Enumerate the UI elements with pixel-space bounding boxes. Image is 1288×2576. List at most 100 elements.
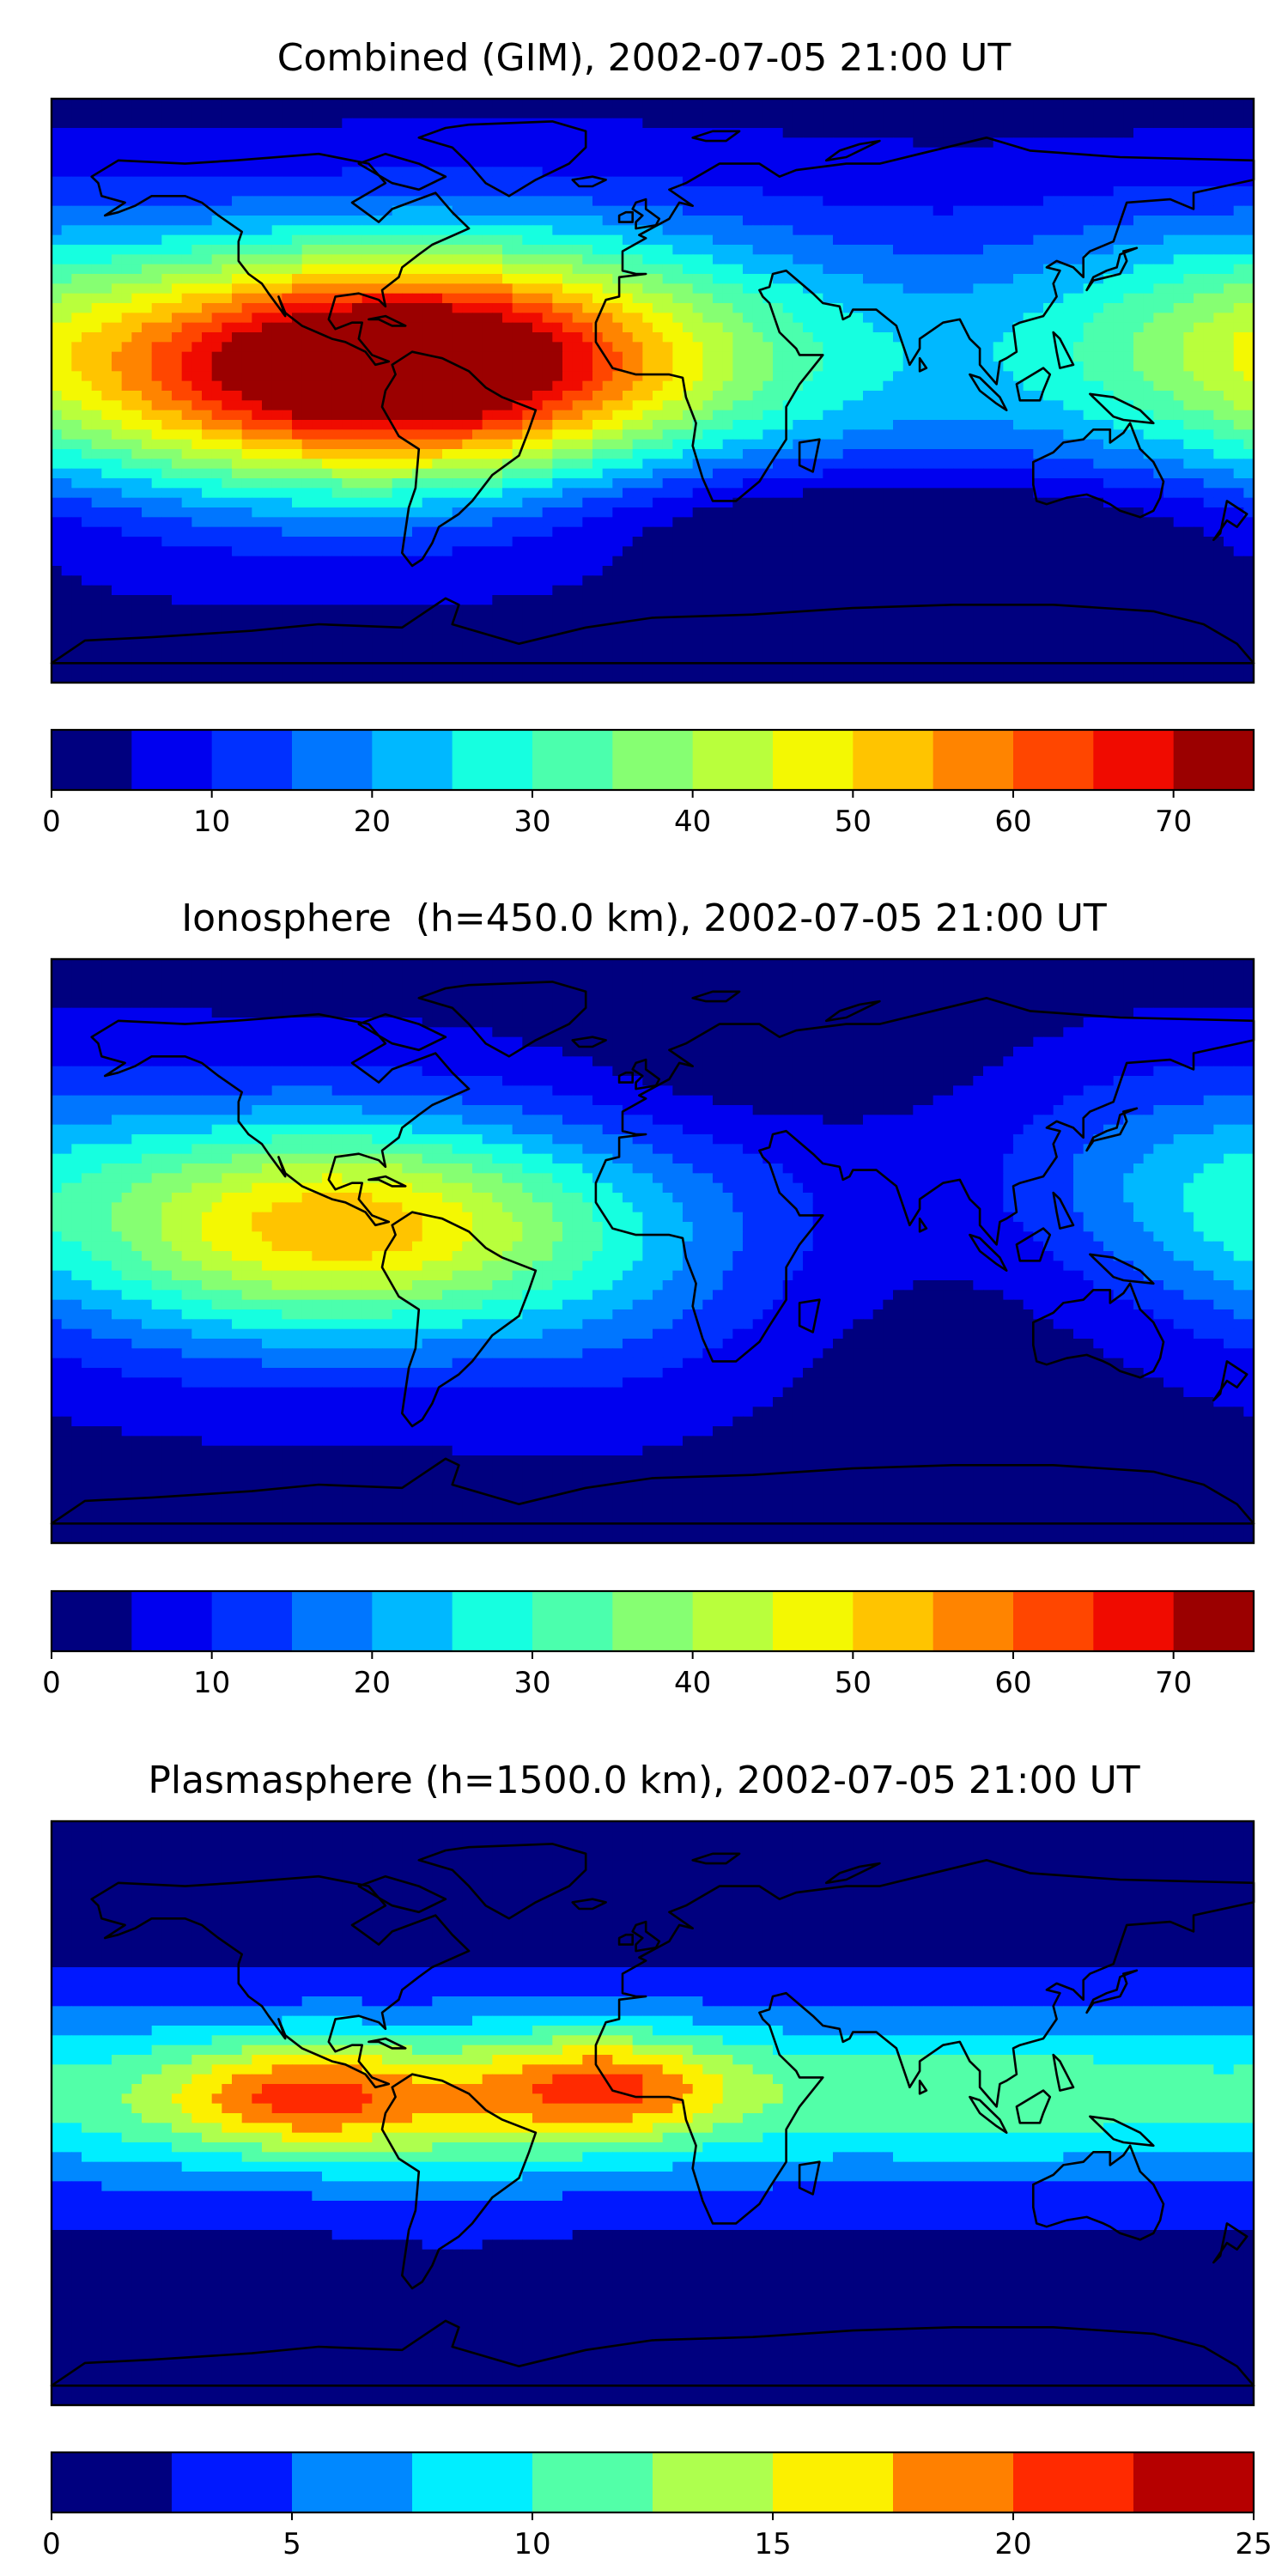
tec-cell (292, 205, 303, 216)
tec-cell (743, 147, 754, 158)
tec-cell (61, 313, 72, 324)
tec-cell (52, 118, 63, 129)
tec-cell (1143, 371, 1154, 382)
tec-cell (252, 264, 263, 275)
tec-cell (292, 400, 303, 411)
tec-cell (82, 216, 93, 226)
tec-cell (301, 137, 313, 149)
tec-cell (582, 216, 593, 226)
tec-cell (61, 245, 72, 255)
tec-cell (773, 420, 784, 430)
tec-cell (101, 293, 112, 304)
tec-cell (1133, 371, 1145, 382)
tec-cell (933, 488, 944, 499)
tec-cell (292, 234, 303, 246)
tec-cell (342, 410, 353, 421)
tec-cell (1143, 274, 1154, 284)
tec-cell (963, 342, 974, 353)
tec-cell (1133, 234, 1145, 246)
tec-cell (1053, 167, 1064, 178)
tec-cell (913, 391, 924, 401)
tec-cell (722, 216, 733, 226)
tec-cell (602, 234, 613, 246)
tec-cell (552, 497, 563, 508)
tec-cell (842, 400, 854, 411)
tec-cell (71, 293, 82, 304)
tec-cell (1163, 410, 1175, 421)
tec-cell (392, 225, 403, 236)
tec-cell (172, 361, 183, 372)
tec-cell (512, 205, 523, 216)
tec-cell (172, 196, 183, 207)
tec-cell (492, 459, 503, 470)
tec-cell (953, 322, 964, 333)
tec-cell (883, 400, 894, 411)
tec-cell (271, 167, 283, 178)
tec-cell (602, 137, 613, 149)
tec-cell (1163, 245, 1175, 255)
tec-cell (1093, 351, 1104, 362)
tec-cell (61, 186, 72, 197)
tec-cell (71, 478, 82, 489)
tec-cell (322, 137, 333, 149)
tec-cell (1073, 176, 1084, 187)
tec-cell (933, 205, 944, 216)
tec-cell (592, 225, 604, 236)
tec-cell (833, 313, 844, 324)
tec-cell (803, 225, 814, 236)
tec-cell (793, 186, 804, 197)
tec-cell (331, 313, 343, 324)
tec-cell (442, 245, 453, 255)
tec-cell (973, 274, 984, 284)
tec-cell (623, 283, 634, 295)
tec-cell (1183, 410, 1194, 421)
tec-cell (492, 283, 503, 295)
tec-cell (692, 429, 703, 440)
tec-cell (823, 439, 834, 450)
tec-cell (842, 196, 854, 207)
tec-cell (412, 137, 423, 149)
tec-cell (1233, 342, 1244, 353)
tec-cell (842, 157, 854, 167)
tec-cell (1153, 264, 1164, 275)
tec-cell (512, 361, 523, 372)
tec-cell (262, 176, 273, 187)
tec-cell (222, 128, 233, 138)
tec-cell (1113, 420, 1124, 430)
tec-cell (262, 420, 273, 430)
tec-cell (1133, 157, 1145, 167)
tec-cell (893, 99, 904, 109)
tec-cell (1103, 332, 1115, 343)
tec-cell (1103, 274, 1115, 284)
tec-cell (1133, 225, 1145, 236)
tec-cell (112, 439, 123, 450)
tec-cell (662, 391, 673, 401)
tec-cell (1203, 478, 1214, 489)
tec-cell (1163, 254, 1175, 265)
tec-cell (91, 303, 102, 313)
tec-cell (61, 167, 72, 178)
tec-cell (252, 488, 263, 499)
tec-cell (973, 313, 984, 324)
tec-cell (202, 245, 213, 255)
tec-cell (1003, 400, 1014, 411)
tec-cell (1103, 488, 1115, 499)
tec-cell (562, 429, 574, 440)
tec-cell (943, 108, 954, 119)
tec-cell (1194, 410, 1205, 421)
tec-cell (342, 225, 353, 236)
tec-cell (422, 497, 433, 508)
tec-cell (973, 167, 984, 178)
tec-cell (101, 254, 112, 265)
tec-cell (823, 332, 834, 343)
tec-cell (1063, 429, 1074, 440)
tec-cell (322, 264, 333, 275)
tec-cell (803, 468, 814, 479)
tec-cell (61, 322, 72, 333)
tec-cell (743, 371, 754, 382)
tec-cell (572, 400, 583, 411)
tec-cell (642, 488, 653, 499)
tec-cell (893, 371, 904, 382)
tec-cell (91, 234, 102, 246)
tec-cell (963, 371, 974, 382)
